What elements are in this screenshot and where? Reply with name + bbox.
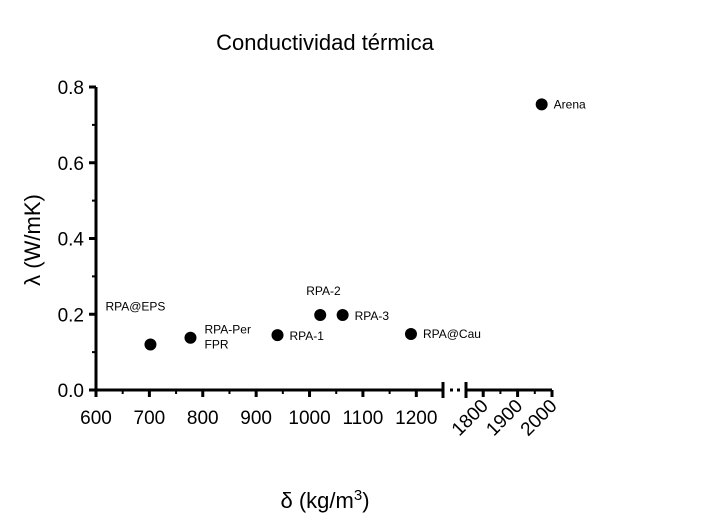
- data-point: [271, 329, 284, 342]
- ticks: 0.0 0.2 0.4 0.6 0.8 600 700 800 900 1000 1100 1200 1…: [58, 78, 562, 440]
- data-point: [144, 338, 157, 351]
- x-axis-label-end: ): [362, 488, 369, 513]
- x-axis-label-main: δ (kg/m: [280, 488, 353, 513]
- y-tick-label: 0.8: [58, 78, 84, 99]
- axes: [94, 87, 552, 398]
- data-point-label: RPA@EPS: [105, 300, 165, 314]
- data-point-label: RPA@Cau: [423, 327, 481, 341]
- x-tick-label: 600: [80, 408, 112, 429]
- x-tick-label: 1800: [448, 396, 493, 441]
- x-tick-label: 1200: [395, 408, 437, 429]
- data-point: [184, 331, 197, 344]
- y-tick-label: 0.2: [58, 305, 84, 326]
- x-tick-label: 800: [187, 408, 219, 429]
- y-axis-label: λ (W/mK): [20, 194, 45, 286]
- x-tick-label: 2000: [517, 396, 562, 441]
- data-point: [336, 309, 349, 322]
- data-point-label: RPA-2: [306, 284, 341, 298]
- x-tick-label: 700: [134, 408, 166, 429]
- x-tick-label: 1000: [288, 408, 330, 429]
- data-point: [314, 309, 327, 322]
- x-axis-label: δ (kg/m3): [280, 487, 369, 514]
- data-point-label: RPA-3: [355, 309, 390, 323]
- x-axis-label-sup: 3: [354, 487, 362, 504]
- x-tick-label: 900: [240, 408, 272, 429]
- y-tick-label: 0.0: [58, 381, 84, 402]
- y-tick-label: 0.4: [58, 230, 85, 251]
- data-point-label: RPA-1: [290, 329, 325, 343]
- x-tick-label: 1100: [342, 408, 383, 429]
- y-tick-label: 0.6: [58, 154, 84, 175]
- data-point-label: RPA-Per: [204, 323, 250, 337]
- data-point-label: Arena: [554, 97, 586, 111]
- data-point-label: FPR: [204, 338, 228, 352]
- chart-title: Conductividad térmica: [216, 30, 434, 55]
- data-point: [404, 327, 417, 340]
- data-point: [535, 98, 548, 111]
- x-tick-label: 1900: [482, 396, 527, 441]
